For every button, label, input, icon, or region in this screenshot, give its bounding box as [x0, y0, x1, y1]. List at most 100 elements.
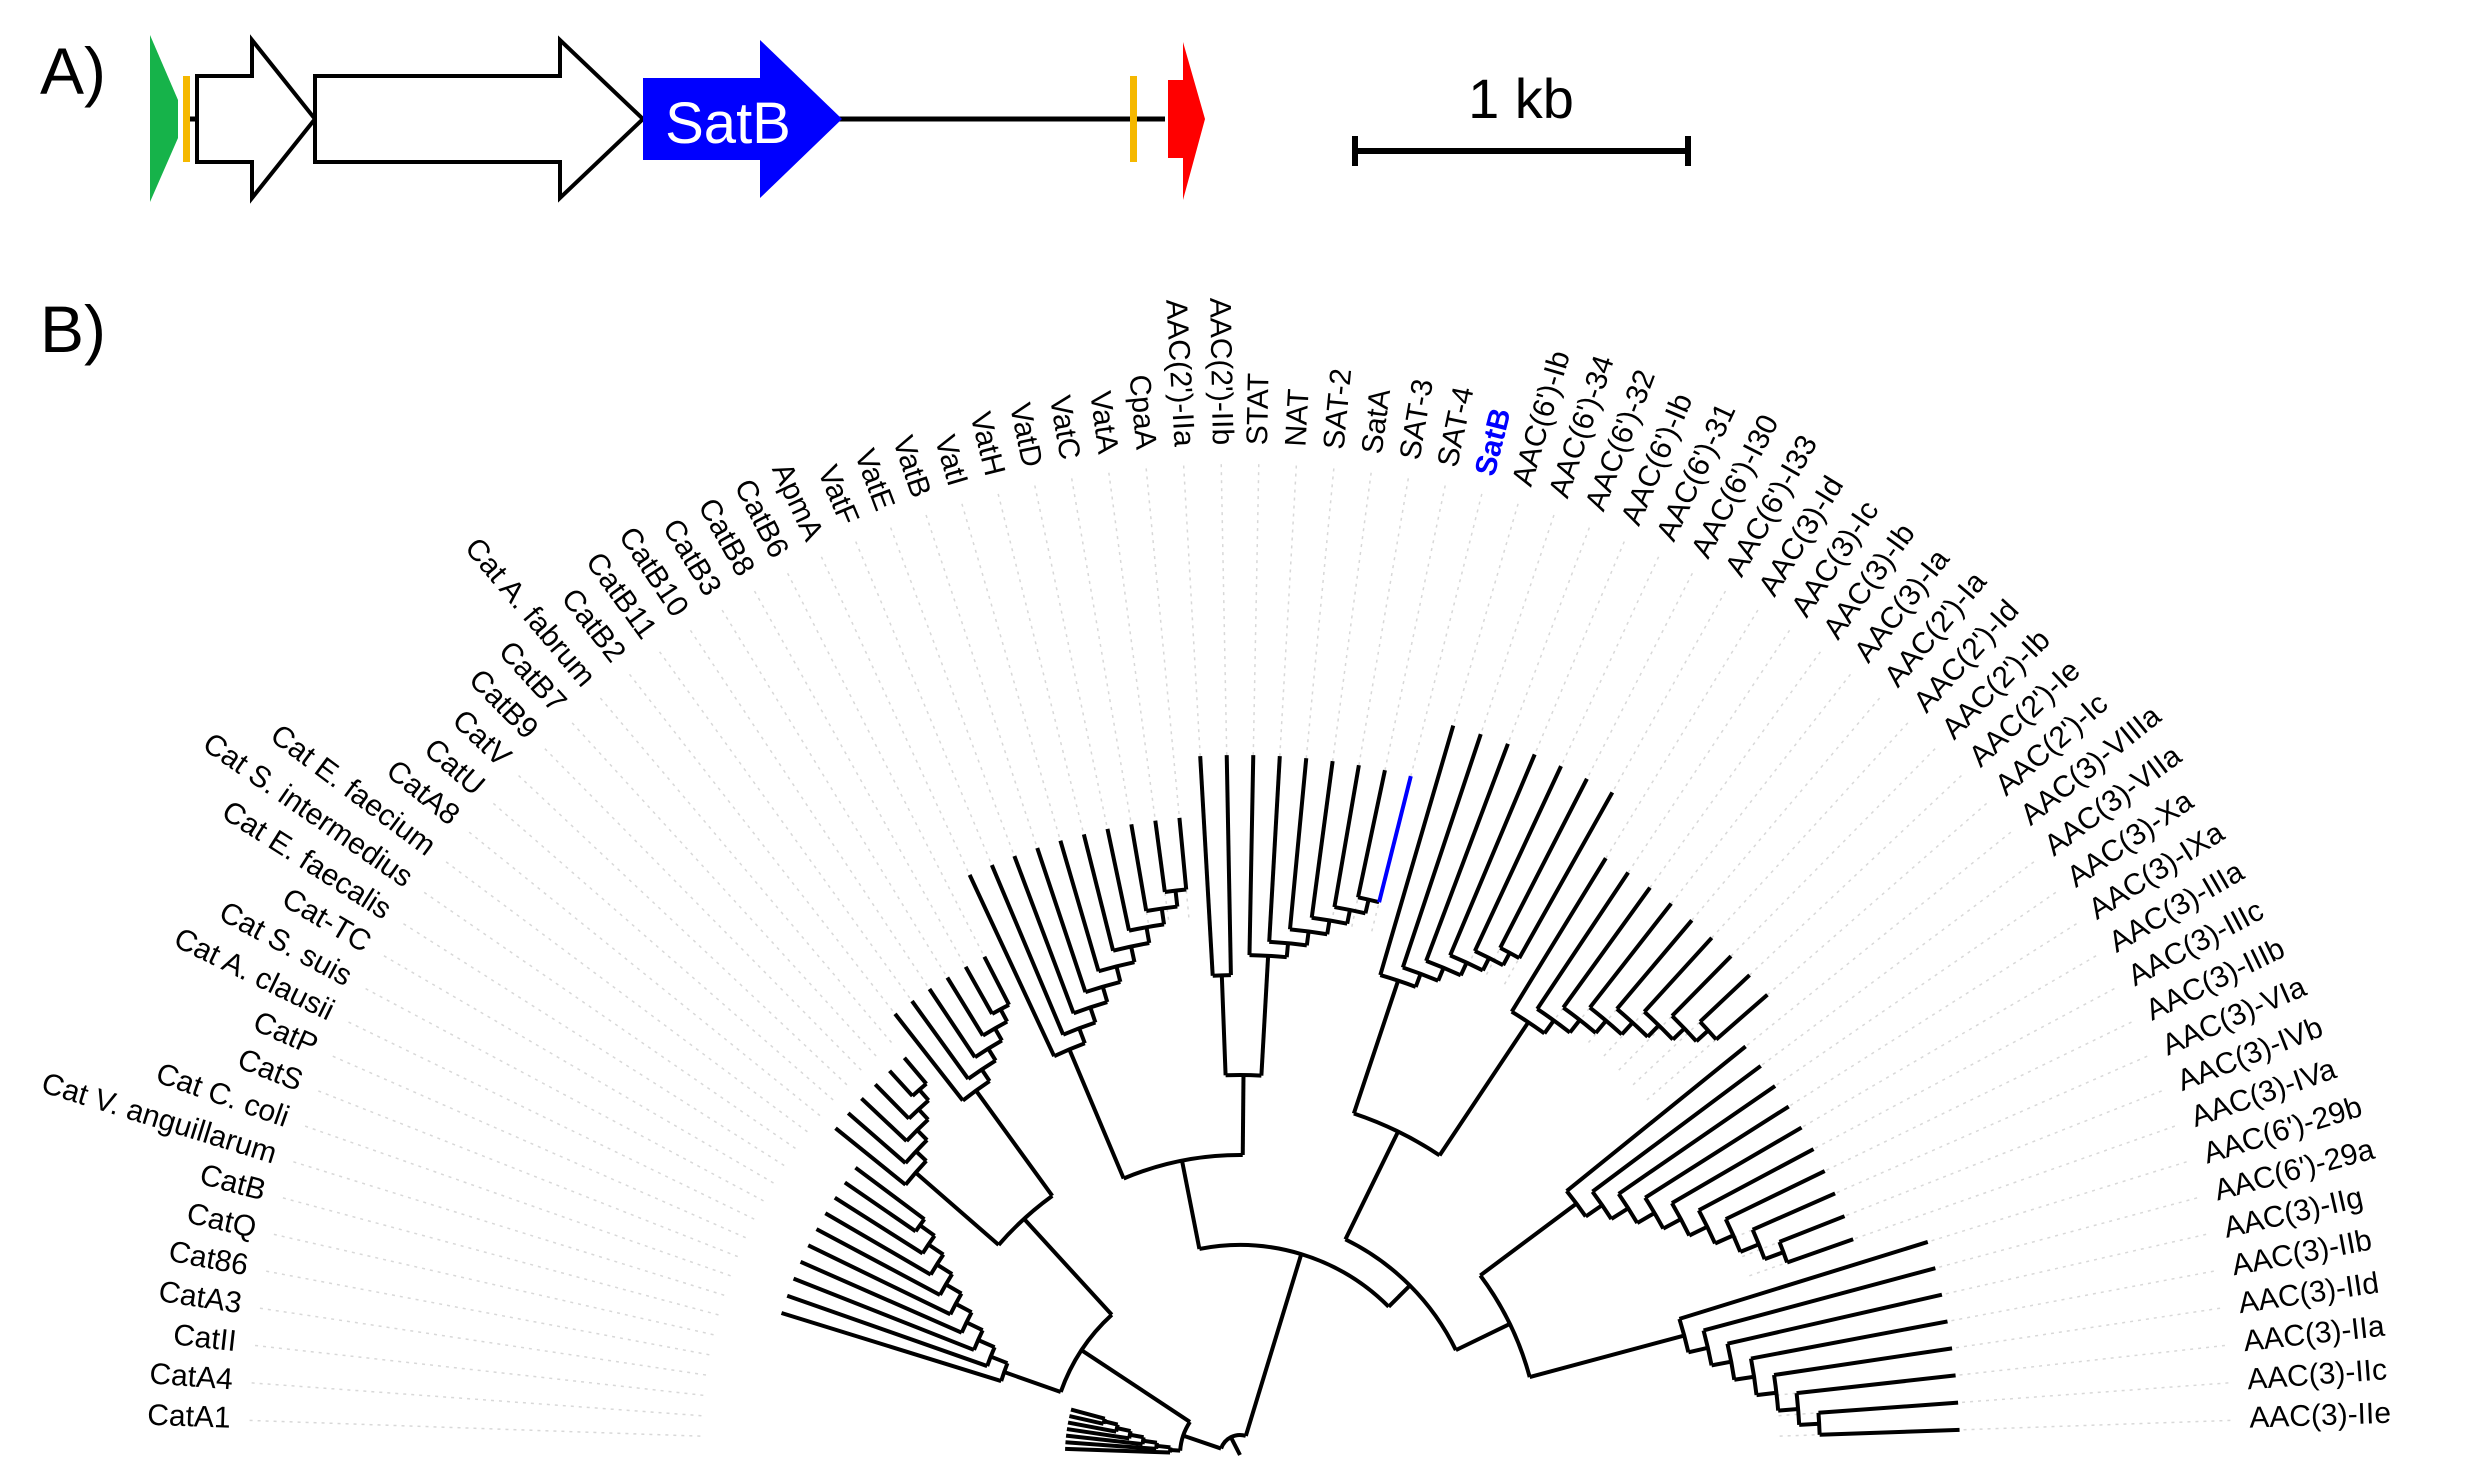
internal-arc [1146, 907, 1177, 911]
internal-arc [1269, 942, 1307, 946]
internal-branch [1243, 1075, 1244, 1155]
leaf-guide-line [246, 1420, 701, 1436]
internal-arc [1672, 1203, 1689, 1235]
branch-55 [1512, 858, 1606, 1011]
internal-branch [1734, 1377, 1754, 1380]
leaf-label: AAC(3)-IIe [2249, 1397, 2392, 1435]
branch-40 [1227, 755, 1231, 975]
internal-arc [1512, 1012, 1545, 1034]
internal-branch [919, 1090, 928, 1101]
scale-bar-label: 1 kb [1468, 67, 1574, 130]
branch-72 [1779, 1216, 1844, 1242]
internal-branch [1146, 927, 1149, 943]
leaf-label: VatD [1003, 400, 1049, 470]
internal-arc [968, 1061, 995, 1079]
internal-branch [1757, 1393, 1777, 1395]
leaf-guide-line [542, 746, 861, 1070]
leaf-guide-line [688, 627, 940, 1006]
internal-branch [1231, 1437, 1240, 1455]
leaf-guide-line [400, 922, 784, 1166]
branch-12 [816, 1229, 940, 1295]
internal-branch [1082, 1350, 1190, 1422]
internal-arc [1797, 1393, 1800, 1425]
internal-branch [1182, 1161, 1199, 1249]
internal-branch [1222, 975, 1226, 1075]
red-element [1168, 42, 1205, 200]
leaf-label: Cat86 [166, 1235, 251, 1282]
internal-arc [1249, 955, 1286, 957]
leaf-label: CatA3 [156, 1275, 243, 1320]
internal-arc [1226, 1075, 1262, 1076]
internal-branch [1586, 1205, 1602, 1216]
leaf-label: VatC [1043, 393, 1086, 462]
branch-81 [1820, 1430, 1960, 1435]
internal-branch [1389, 1286, 1410, 1307]
internal-branch [1673, 1028, 1685, 1039]
leaf-guide-line [490, 801, 833, 1100]
leaf-label: VatI [928, 431, 974, 489]
internal-branch [1001, 1009, 1008, 1021]
internal-arc [1358, 897, 1379, 902]
leaf-guide-line [279, 1197, 718, 1315]
internal-branch [1004, 1372, 1061, 1392]
internal-branch [1345, 1132, 1398, 1240]
branch-37 [1155, 821, 1165, 892]
leaf-guide-line [270, 1233, 714, 1334]
internal-branch [1461, 963, 1467, 976]
phylogenetic-tree [781, 726, 1959, 1455]
internal-arc [1475, 951, 1503, 965]
internal-arc [1537, 1009, 1570, 1033]
internal-branch [1162, 909, 1164, 925]
leaf-label: AAC(2')-IIb [1203, 297, 1239, 445]
internal-arc [983, 1022, 1007, 1036]
internal-branch [991, 1357, 1008, 1364]
internal-branch [1130, 1435, 1144, 1438]
leaf-guide-line [301, 1125, 730, 1276]
internal-branch [1688, 1348, 1707, 1352]
internal-branch [1117, 1428, 1131, 1431]
branch-65 [1592, 1066, 1760, 1192]
internal-arc [1165, 890, 1186, 892]
branch-35 [1107, 829, 1129, 931]
internal-branch [1696, 1030, 1708, 1041]
internal-branch [937, 1265, 952, 1275]
leaf-label: CpaA [1122, 373, 1162, 451]
internal-branch [928, 1244, 943, 1254]
internal-branch [988, 1049, 995, 1061]
internal-arc [963, 1081, 990, 1100]
internal-arc [1567, 1191, 1586, 1216]
internal-branch [919, 1109, 929, 1119]
orange-marker-left [183, 76, 190, 162]
internal-arc [1774, 1375, 1778, 1411]
leaf-guide-line [248, 1383, 702, 1416]
internal-branch [1246, 1254, 1301, 1436]
branch-27 [966, 967, 992, 1014]
leaf-guide-line [421, 890, 796, 1148]
leaf-guide-line [657, 649, 923, 1018]
branch-32 [1037, 848, 1085, 992]
internal-branch [1024, 1219, 1112, 1315]
internal-branch [1663, 1219, 1681, 1228]
leaf-label: VatA [1083, 389, 1124, 456]
leaf-label: CatA1 [147, 1399, 231, 1435]
leaf-guide-line [720, 607, 958, 995]
branch-36 [1131, 824, 1146, 911]
internal-branch [978, 1340, 994, 1347]
branch-28 [984, 957, 1009, 1005]
leaf-guide-line [466, 830, 820, 1116]
branch-66 [1619, 1086, 1775, 1194]
branch-10 [801, 1262, 962, 1333]
internal-branch [916, 1151, 926, 1161]
branch-45 [1334, 765, 1358, 907]
internal-branch [1712, 1362, 1732, 1366]
internal-branch [1131, 947, 1134, 963]
internal-branch [1765, 1252, 1784, 1259]
internal-branch [1116, 966, 1120, 982]
branch-42 [1269, 756, 1280, 942]
internal-branch [1440, 1022, 1529, 1155]
leaf-label: CatII [172, 1318, 239, 1358]
internal-branch [1799, 1424, 1819, 1425]
